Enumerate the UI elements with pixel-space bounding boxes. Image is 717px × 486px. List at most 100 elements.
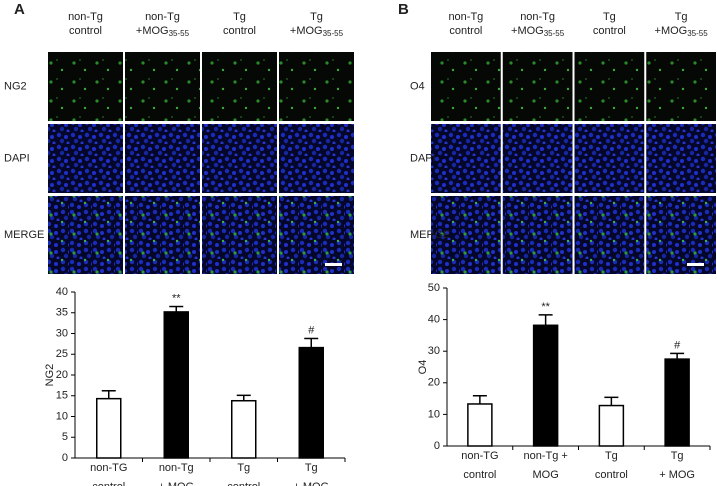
x-tick-label: Tg [605,450,618,462]
significance-label: # [308,324,315,336]
x-tick-label: non-TG [90,462,127,474]
bar [163,311,189,459]
panel-label: B [398,1,409,18]
micrograph [125,124,200,193]
column-header-main: +MOG [136,25,169,37]
column-header: +MOG35-55 [136,25,190,38]
panel-label: A [14,1,25,18]
significance-label: ** [172,292,181,304]
x-tick-label: MOG [532,469,558,481]
column-header: Tg [603,11,616,23]
x-tick-label: + MOG [293,481,329,486]
micrograph [502,52,573,121]
significance-label: # [674,339,681,351]
micrograph [574,52,645,121]
row-label: NG2 [4,80,27,92]
bar [664,358,690,447]
y-tick-label: 25 [56,348,68,360]
y-tick-label: 20 [428,377,440,389]
micrograph [646,196,716,274]
x-tick-label: Tg [237,462,250,474]
micrograph [279,124,354,193]
micrograph [646,124,716,193]
micrograph [646,52,716,121]
y-tick-label: 10 [428,408,440,420]
x-tick-label: Tg [305,462,318,474]
row-label: DAPI [410,152,436,164]
micrograph [202,196,277,274]
micrograph [502,196,573,274]
column-header: control [449,25,482,37]
column-header: non-Tg [145,11,180,23]
column-header-main: +MOG [655,25,688,37]
micrograph [574,196,645,274]
x-tick-label: + MOG [659,469,695,481]
column-header: non-Tg [68,11,103,23]
column-header-main: +MOG [290,25,323,37]
y-tick-label: 15 [56,390,68,402]
column-header: Tg [233,11,246,23]
x-tick-label: control [463,469,496,481]
significance-label: ** [541,301,550,313]
micrograph [48,196,123,274]
micrograph [431,52,501,121]
micrograph [125,52,200,121]
scale-bar [325,263,342,266]
x-tick-label: + MOG [158,481,194,486]
column-header: control [223,25,256,37]
micrograph [202,124,277,193]
column-header-main: +MOG [511,25,544,37]
bar [532,324,559,447]
micrograph [125,196,200,274]
row-label: O4 [410,80,425,92]
column-header: non-Tg [448,11,483,23]
y-axis-label: NG2 [44,364,56,387]
y-tick-label: 30 [56,327,68,339]
bar [96,397,122,459]
y-tick-label: 20 [56,369,68,381]
x-tick-label: control [227,481,260,486]
column-header: Tg [675,11,688,23]
x-tick-label: non-Tg [159,462,194,474]
micrograph [48,52,123,121]
y-tick-label: 40 [428,314,440,326]
micrograph [431,124,501,193]
y-tick-label: 10 [56,410,68,422]
y-tick-label: 30 [428,345,440,357]
x-tick-label: Tg [671,450,684,462]
bar [298,346,324,459]
x-tick-label: non-Tg + [523,450,567,462]
x-tick-label: control [595,469,628,481]
column-header: +MOG35-55 [511,25,565,38]
y-tick-label: 0 [434,440,440,452]
bar [598,404,625,447]
row-label: MERGE [4,229,44,241]
column-header-sub: 35-55 [544,29,565,38]
bar [231,399,257,459]
column-header: control [69,25,102,37]
x-tick-label: non-TG [461,450,498,462]
row-label: MERGE [410,229,450,241]
column-header: +MOG35-55 [290,25,344,38]
column-header: Tg [310,11,323,23]
column-header-sub: 35-55 [323,29,344,38]
micrograph [574,124,645,193]
row-label: DAPI [4,152,30,164]
micrograph [431,196,501,274]
micrograph [48,124,123,193]
y-tick-label: 5 [62,431,68,443]
column-header: non-Tg [520,11,555,23]
y-tick-label: 0 [62,452,68,464]
y-tick-label: 40 [56,286,68,298]
column-header: control [593,25,626,37]
y-axis-label: O4 [417,360,429,375]
micrograph [502,124,573,193]
micrograph [279,196,354,274]
micrograph [202,52,277,121]
column-header-sub: 35-55 [687,29,708,38]
x-tick-label: control [92,481,125,486]
bar [467,403,493,447]
scale-bar [687,263,704,266]
column-header: +MOG35-55 [655,25,709,38]
